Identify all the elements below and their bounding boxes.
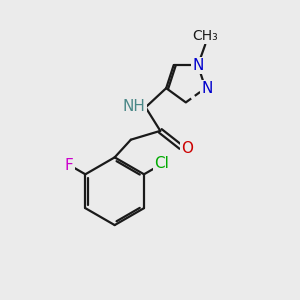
Text: N: N [201,81,213,96]
Text: F: F [65,158,74,172]
Text: Cl: Cl [154,157,169,172]
Text: NH: NH [123,99,146,114]
Text: O: O [182,141,194,156]
Text: CH₃: CH₃ [192,29,218,43]
Text: N: N [192,58,204,73]
